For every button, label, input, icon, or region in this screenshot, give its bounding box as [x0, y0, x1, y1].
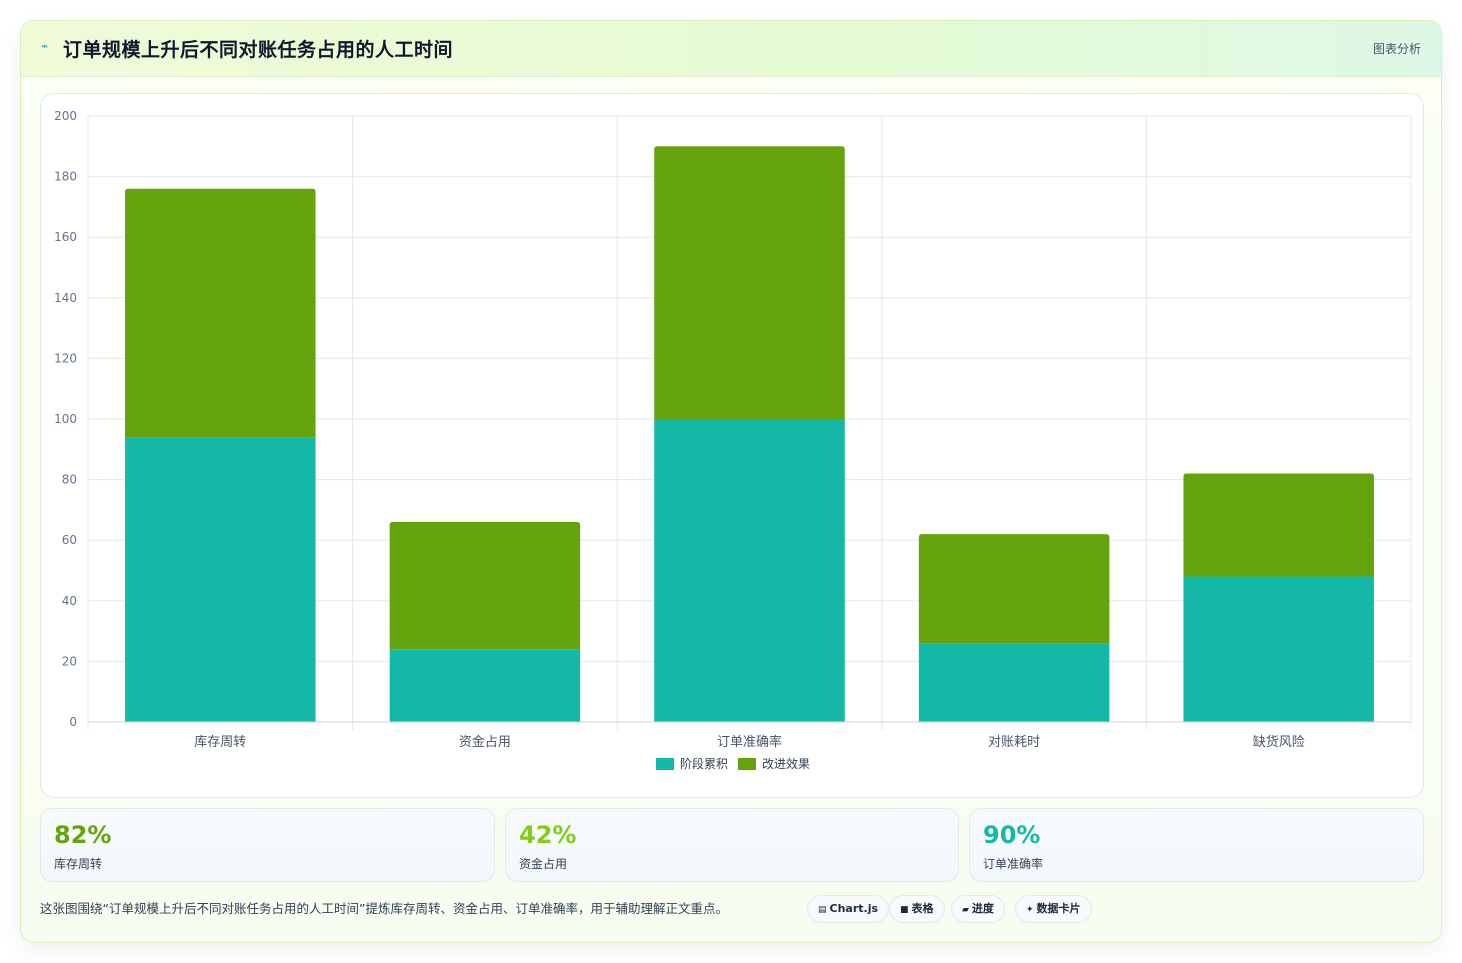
y-tick-label: 180	[54, 170, 77, 184]
chart-panel: 0 20 40 60 80 100 120 140 160 180 200 库存周转 资金占用 订单准确率…	[40, 93, 1424, 798]
stat-label: 库存周转	[54, 857, 103, 871]
bar-segment	[654, 419, 845, 722]
grid-icon: ■	[900, 905, 909, 915]
bar-segment	[918, 534, 1110, 644]
header-tag: 图表分析	[1372, 42, 1421, 56]
y-tick-label: 40	[62, 594, 77, 608]
y-tick-label: 140	[54, 291, 77, 305]
bar-segment	[125, 188, 316, 438]
legend-swatch	[738, 758, 756, 770]
bar-segment	[125, 437, 316, 722]
y-tick-label: 160	[54, 230, 77, 244]
y-tick-label: 200	[54, 109, 77, 123]
progress-icon: ▰	[962, 905, 969, 915]
legend-label: 改进效果	[762, 756, 810, 771]
y-tick-label: 120	[54, 351, 77, 365]
bar-segment	[654, 146, 845, 420]
pill-progress[interactable]: ▰ 进度	[951, 895, 1005, 923]
stat-value: 82%	[54, 821, 112, 849]
x-tick-label: 缺货风险	[1253, 734, 1305, 750]
stat-card-1: 82% 库存周转	[40, 808, 495, 882]
legend-swatch	[656, 758, 674, 770]
bar-segment	[1183, 473, 1374, 577]
y-tick-label: 100	[54, 412, 77, 426]
x-tick-label: 订单准确率	[717, 734, 782, 750]
stat-label: 资金占用	[519, 857, 568, 871]
x-tick-label: 库存周转	[194, 734, 246, 750]
legend-label: 阶段累积	[680, 756, 728, 771]
pill-label: 表格	[911, 902, 934, 915]
chart-title: 订单规模上升后不同对账任务占用的人工时间	[63, 39, 454, 61]
y-tick-label: 0	[69, 715, 77, 729]
y-tick-label: 80	[62, 473, 77, 487]
y-tick-label: 20	[62, 654, 77, 668]
y-tick-label: 60	[62, 533, 77, 547]
bar-segment	[1183, 576, 1374, 722]
bar-segment	[918, 643, 1110, 722]
stat-value: 42%	[519, 821, 577, 849]
pill-data-card[interactable]: ✦ 数据卡片	[1015, 895, 1092, 923]
bar-segment	[389, 649, 581, 722]
table-icon: ▤	[818, 905, 827, 915]
chart-line-icon: ⌁	[41, 39, 49, 53]
card-header: ⌁ 订单规模上升后不同对账任务占用的人工时间 图表分析	[21, 21, 1441, 77]
stat-label: 订单准确率	[983, 857, 1044, 871]
x-tick-label: 对账耗时	[988, 735, 1040, 750]
pill-table[interactable]: ■ 表格	[889, 895, 945, 923]
bar-segment	[389, 522, 581, 650]
sparkle-icon: ✦	[1026, 905, 1034, 915]
stat-value: 90%	[983, 821, 1041, 849]
chart-card: ⌁ 订单规模上升后不同对账任务占用的人工时间 图表分析 0 20 40 60 80 100…	[20, 20, 1442, 943]
chart-caption: 这张图围绕“订单规模上升后不同对账任务占用的人工时间”提炼库存周转、资金占用、订…	[40, 901, 728, 916]
pill-label: 数据卡片	[1036, 902, 1081, 915]
pill-label: 进度	[971, 902, 994, 915]
stacked-bar-chart: 0 20 40 60 80 100 120 140 160 180 200 库存周转 资金占用 订单准确率…	[54, 109, 1412, 771]
pill-label: Chart.js	[829, 902, 879, 915]
stat-card-3: 90% 订单准确率	[969, 808, 1424, 882]
stat-card-2: 42% 资金占用	[505, 808, 959, 882]
x-tick-label: 资金占用	[459, 734, 511, 750]
pill-chartjs[interactable]: ▤ Chart.js	[807, 895, 890, 923]
